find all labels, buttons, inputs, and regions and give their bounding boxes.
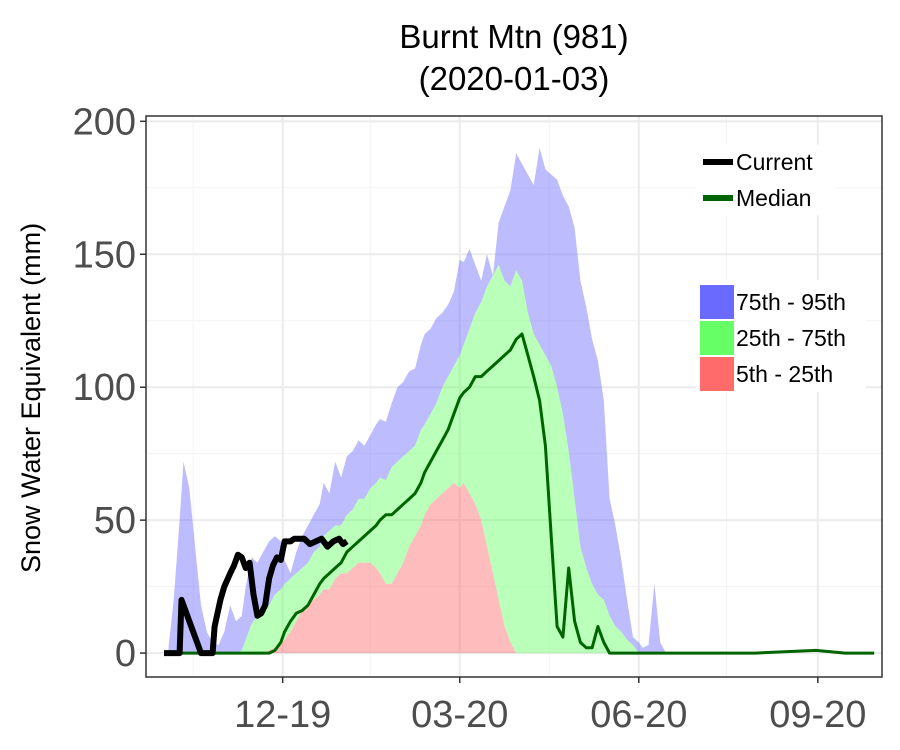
legend-lines-box	[696, 145, 836, 215]
legend-band-label: 5th - 25th	[736, 361, 833, 387]
band-75th-95th	[164, 147, 875, 654]
y-tick-label: 100	[73, 367, 136, 409]
legend-swatch	[700, 357, 734, 391]
panel-border	[145, 115, 883, 678]
x-tick-label: 03-20	[411, 694, 508, 736]
legend-swatch	[700, 321, 734, 355]
percentile-bands	[164, 147, 875, 654]
y-tick-label: 0	[115, 633, 136, 675]
legend-label-median: Median	[736, 185, 811, 211]
band-5th-25th	[164, 482, 875, 654]
x-tick-label: 06-20	[590, 694, 687, 736]
y-tick-label: 150	[73, 234, 136, 276]
legend-label-current: Current	[736, 149, 813, 175]
legend-band-label: 25th - 75th	[736, 325, 846, 351]
x-tick-label: 09-20	[769, 694, 866, 736]
y-axis-label: Snow Water Equivalent (mm)	[16, 223, 46, 573]
chart-title-line1: Burnt Mtn (981)	[399, 18, 628, 55]
legend: Current Median 75th - 95th 25th - 75th 5th -…	[696, 145, 866, 392]
band-25th-75th	[164, 264, 875, 654]
y-axis-ticks: 0 50 100 150 200	[73, 101, 146, 675]
series-lines	[164, 332, 875, 657]
x-axis-ticks: 12-19 03-20 06-20 09-20	[234, 677, 866, 736]
legend-swatch	[700, 285, 734, 319]
median-line	[164, 332, 875, 655]
legend-band-label: 75th - 95th	[736, 289, 846, 315]
y-tick-label: 200	[73, 101, 136, 143]
x-tick-label: 12-19	[234, 694, 331, 736]
current-line	[164, 535, 349, 657]
y-tick-label: 50	[94, 500, 136, 542]
chart-title-line2: (2020-01-03)	[419, 60, 610, 97]
